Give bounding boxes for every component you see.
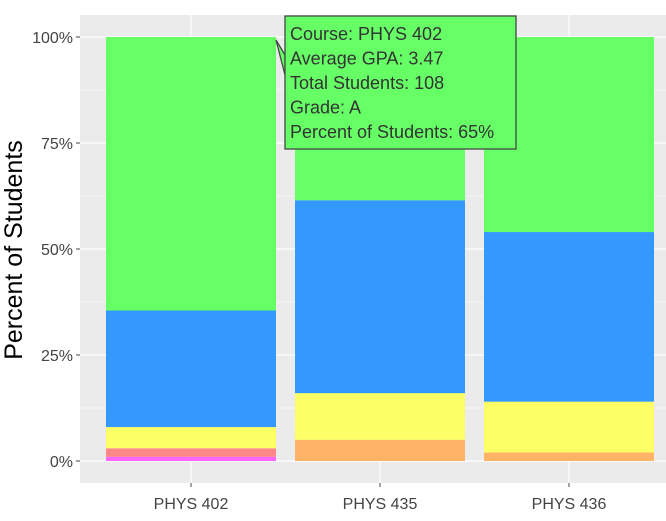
bar-segment[interactable]: [106, 310, 276, 427]
tooltip-line: Percent of Students: 65%: [290, 122, 494, 142]
y-axis-label: Percent of Students: [0, 140, 28, 360]
tooltip-line: Grade: A: [290, 98, 361, 118]
tooltip-line: Average GPA: 3.47: [290, 49, 443, 69]
bar-segment[interactable]: [106, 37, 276, 310]
bar-segment[interactable]: [295, 440, 465, 461]
x-tick-label: PHYS 402: [154, 496, 229, 513]
y-tick-label: 50%: [41, 242, 73, 259]
hover-tooltip: Course: PHYS 402 Average GPA: 3.47 Total S…: [276, 16, 516, 149]
bar-segment[interactable]: [106, 457, 276, 461]
y-axis-ticks: 0% 25% 50% 75% 100%: [32, 30, 80, 471]
bar-segment[interactable]: [484, 402, 654, 453]
y-tick-label: 0%: [50, 454, 73, 471]
bar-segment[interactable]: [484, 232, 654, 402]
tooltip-line: Course: PHYS 402: [290, 24, 442, 44]
bar-segment[interactable]: [484, 453, 654, 461]
y-tick-label: 100%: [32, 30, 73, 47]
y-tick-label: 25%: [41, 348, 73, 365]
bar-segment[interactable]: [106, 427, 276, 448]
bar-segment[interactable]: [295, 200, 465, 393]
x-tick-label: PHYS 435: [343, 496, 418, 513]
tooltip-line: Total Students: 108: [290, 73, 444, 93]
bar-segment[interactable]: [106, 448, 276, 456]
bar-segment[interactable]: [295, 393, 465, 440]
y-tick-label: 75%: [41, 136, 73, 153]
x-axis-ticks: PHYS 402 PHYS 435 PHYS 436: [154, 483, 607, 513]
x-tick-label: PHYS 436: [532, 496, 607, 513]
